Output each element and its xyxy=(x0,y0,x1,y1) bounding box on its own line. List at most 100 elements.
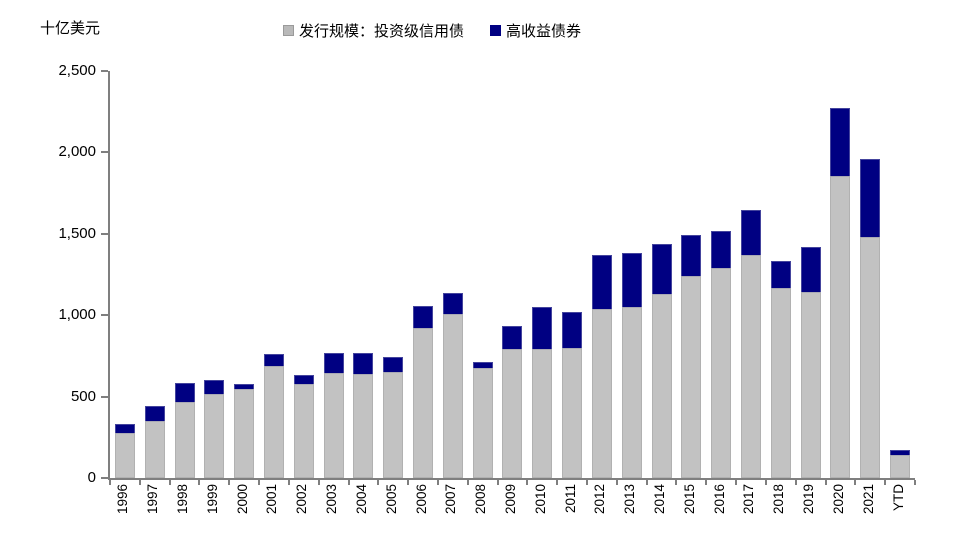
x-tick-mark xyxy=(377,480,380,485)
x-label-2015: 2015 xyxy=(674,484,704,540)
legend-item-high-yield: 高收益债券 xyxy=(490,20,581,41)
y-tick-mark xyxy=(101,151,108,154)
y-tick-mark xyxy=(101,395,108,398)
bar-2002-investment-grade-segment xyxy=(293,384,314,478)
bar-2010-investment-grade-segment xyxy=(532,349,553,478)
bar-2001 xyxy=(259,71,289,478)
bar-2012-investment-grade-segment xyxy=(591,308,612,478)
x-label-text: 1997 xyxy=(145,484,161,515)
x-label-1997: 1997 xyxy=(138,484,168,540)
bar-2006 xyxy=(408,71,438,478)
bar-2021-investment-grade-segment xyxy=(860,237,881,478)
x-label-2019: 2019 xyxy=(794,484,824,540)
bar-2005 xyxy=(378,71,408,478)
x-label-text: 2001 xyxy=(264,484,280,515)
y-tick-mark xyxy=(101,232,108,235)
x-label-text: 2019 xyxy=(801,484,817,515)
bar-2003-investment-grade-segment xyxy=(323,373,344,478)
bar-1996-investment-grade-segment xyxy=(114,433,135,478)
bar-2000 xyxy=(229,71,259,478)
bar-2013-high-yield-segment xyxy=(621,253,642,308)
x-label-text: 2008 xyxy=(473,484,489,515)
bar-YTD-investment-grade-segment xyxy=(890,455,911,478)
x-label-2004: 2004 xyxy=(347,484,377,540)
x-label-2010: 2010 xyxy=(525,484,555,540)
bar-2004-high-yield-segment xyxy=(353,352,374,374)
bar-1998-high-yield-segment xyxy=(174,382,195,402)
x-tick-mark xyxy=(615,480,618,485)
bar-2020 xyxy=(826,71,856,478)
bar-2014-investment-grade-segment xyxy=(651,294,672,478)
bar-2007 xyxy=(438,71,468,478)
bar-2005-high-yield-segment xyxy=(383,356,404,373)
x-label-2014: 2014 xyxy=(645,484,675,540)
bar-1996 xyxy=(110,71,140,478)
x-label-text: 2010 xyxy=(532,484,548,515)
x-label-2009: 2009 xyxy=(496,484,526,540)
x-tick-mark xyxy=(764,480,767,485)
x-tick-mark xyxy=(168,480,171,485)
x-label-2006: 2006 xyxy=(406,484,436,540)
y-tick-mark xyxy=(101,314,108,317)
x-label-2011: 2011 xyxy=(555,484,585,540)
bar-2009-investment-grade-segment xyxy=(502,349,523,478)
x-tick-mark xyxy=(258,480,261,485)
x-label-YTD: YTD xyxy=(883,484,913,540)
x-label-text: 2021 xyxy=(860,484,876,515)
x-label-2001: 2001 xyxy=(257,484,287,540)
bar-2012-high-yield-segment xyxy=(591,255,612,309)
bar-2004-investment-grade-segment xyxy=(353,373,374,478)
x-tick-mark xyxy=(436,480,439,485)
bar-1996-high-yield-segment xyxy=(114,424,135,434)
bar-1999-investment-grade-segment xyxy=(204,394,225,478)
x-tick-mark xyxy=(586,480,589,485)
y-axis-unit-label: 十亿美元 xyxy=(40,20,101,37)
x-label-2008: 2008 xyxy=(466,484,496,540)
bar-2013-investment-grade-segment xyxy=(621,307,642,478)
bar-2021 xyxy=(855,71,885,478)
x-label-2017: 2017 xyxy=(734,484,764,540)
bar-2001-high-yield-segment xyxy=(263,353,284,366)
x-label-text: 2006 xyxy=(413,484,429,515)
bar-2012 xyxy=(587,71,617,478)
bar-series xyxy=(110,71,915,478)
bar-2016 xyxy=(706,71,736,478)
bar-1999 xyxy=(199,71,229,478)
x-label-text: 2004 xyxy=(353,484,369,515)
legend-swatch-high-yield-icon xyxy=(490,25,502,36)
y-tick-label: 2,500 xyxy=(58,62,96,79)
x-tick-mark xyxy=(228,480,231,485)
x-label-2018: 2018 xyxy=(764,484,794,540)
bar-2010-high-yield-segment xyxy=(532,307,553,350)
x-tick-mark xyxy=(287,480,290,485)
bar-2017-investment-grade-segment xyxy=(740,255,761,478)
x-tick-mark xyxy=(526,480,529,485)
x-label-text: 2013 xyxy=(622,484,638,515)
bar-1999-high-yield-segment xyxy=(204,380,225,395)
bar-2005-investment-grade-segment xyxy=(383,372,404,478)
bar-2015-high-yield-segment xyxy=(681,235,702,277)
x-label-2002: 2002 xyxy=(287,484,317,540)
y-tick-mark xyxy=(101,477,108,479)
x-label-2000: 2000 xyxy=(227,484,257,540)
y-tick-label: 1,500 xyxy=(58,224,96,242)
x-label-text: 2003 xyxy=(324,484,340,515)
x-label-text: 2016 xyxy=(711,484,727,515)
bar-2000-high-yield-segment xyxy=(234,384,255,390)
legend-label-investment-grade: 发行规模：投资级信用债 xyxy=(299,23,465,40)
bar-2009 xyxy=(498,71,528,478)
bar-2018 xyxy=(766,71,796,478)
x-label-2012: 2012 xyxy=(585,484,615,540)
x-tick-mark xyxy=(914,480,916,485)
bar-2009-high-yield-segment xyxy=(502,325,523,350)
bar-2006-high-yield-segment xyxy=(413,306,434,329)
bar-2016-investment-grade-segment xyxy=(711,268,732,478)
x-label-text: 2015 xyxy=(681,484,697,515)
x-label-text: 2002 xyxy=(294,484,310,515)
bar-2002-high-yield-segment xyxy=(293,375,314,385)
y-tick-label: 500 xyxy=(70,387,96,405)
x-label-text: YTD xyxy=(890,484,906,511)
bar-1997 xyxy=(140,71,170,478)
x-tick-mark xyxy=(347,480,350,485)
x-label-2013: 2013 xyxy=(615,484,645,540)
